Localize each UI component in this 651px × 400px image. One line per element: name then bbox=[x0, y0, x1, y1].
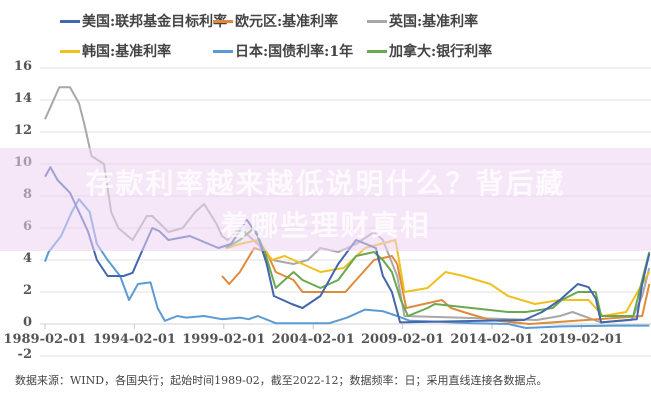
legend-swatch-icon bbox=[60, 19, 80, 23]
legend-label: 英国:基准利率 bbox=[389, 14, 479, 30]
y-tick-label: -2 bbox=[17, 347, 32, 362]
legend-item: 韩国:基准利率 bbox=[60, 41, 171, 61]
watermark-banner: 存款利率越来越低说明什么？背后藏 着哪些理财真相 bbox=[0, 148, 651, 251]
legend-label: 日本:国债利率:1年 bbox=[235, 44, 354, 60]
legend-swatch-icon bbox=[367, 49, 387, 53]
y-tick-label: 14 bbox=[13, 91, 32, 106]
series-line bbox=[225, 227, 651, 317]
x-tick-label: 1999-02-01 bbox=[182, 332, 266, 347]
banner-title-line2: 着哪些理财真相 bbox=[220, 209, 431, 242]
legend-label: 韩国:基准利率 bbox=[82, 44, 172, 60]
y-tick-label: 12 bbox=[13, 123, 32, 138]
x-axis bbox=[44, 324, 582, 329]
chart-legend: 美国:联邦基金目标利率 欧元区:基准利率 英国:基准利率韩国:基准利率 日本:国债利率… bbox=[0, 0, 651, 60]
legend-item: 英国:基准利率 bbox=[367, 11, 478, 31]
x-tick-label: 1994-02-01 bbox=[92, 332, 176, 347]
legend-label: 美国:联邦基金目标利率 bbox=[82, 14, 228, 30]
legend-item: 欧元区:基准利率 bbox=[213, 11, 338, 31]
legend-item: 加拿大:银行利率 bbox=[367, 41, 492, 61]
legend-label: 欧元区:基准利率 bbox=[235, 14, 339, 30]
x-tick-label: 2004-02-01 bbox=[271, 332, 355, 347]
series-line bbox=[227, 239, 651, 317]
x-tick-label: 2014-02-01 bbox=[450, 332, 534, 347]
legend-item: 日本:国债利率:1年 bbox=[213, 41, 353, 61]
legend-item: 美国:联邦基金目标利率 bbox=[60, 11, 227, 31]
legend-swatch-icon bbox=[367, 19, 387, 23]
legend-swatch-icon bbox=[213, 49, 233, 53]
y-tick-label: 0 bbox=[22, 315, 32, 330]
x-tick-label: 2009-02-01 bbox=[361, 332, 445, 347]
y-tick-label: 2 bbox=[22, 283, 32, 298]
y-tick-label: 16 bbox=[13, 59, 32, 74]
legend-swatch-icon bbox=[60, 49, 80, 53]
y-tick-label: 4 bbox=[22, 251, 32, 266]
legend-swatch-icon bbox=[213, 19, 233, 23]
x-tick-label: 2019-02-01 bbox=[539, 332, 623, 347]
series-line bbox=[44, 166, 651, 324]
x-tick-label: 1989-02-01 bbox=[3, 332, 87, 347]
legend-label: 加拿大:银行利率 bbox=[389, 44, 493, 60]
data-source-note: 数据来源：WIND，各国央行；起始时间1989-02，截至2022-12；数据频… bbox=[15, 374, 548, 387]
banner-title-line1: 存款利率越来越低说明什么？背后藏 bbox=[85, 167, 566, 200]
